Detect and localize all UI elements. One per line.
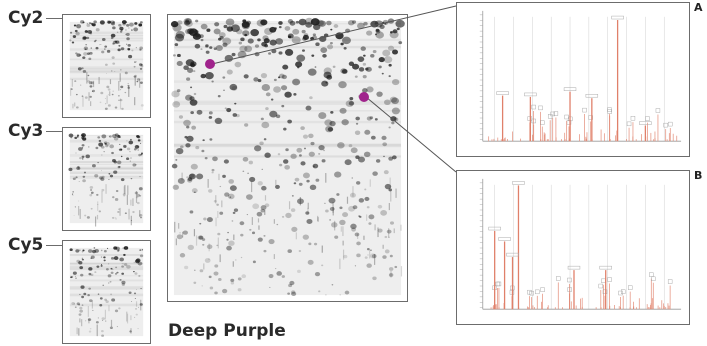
gel-thumbnail-image-cy2 [69, 20, 144, 111]
gel-thumbnail-cy3 [62, 127, 151, 231]
main-gel-image [170, 17, 405, 297]
spectrum-peaks-b [479, 178, 682, 310]
leader-line-cy2 [46, 18, 63, 19]
spectrum-panel-b [456, 170, 690, 325]
channel-label-cy2: Cy2 [8, 8, 44, 28]
spectrum-peaks-a [479, 10, 682, 142]
gel-thumbnail-image-cy5 [69, 246, 144, 337]
leader-line-cy5 [46, 245, 63, 246]
gel-spots-main [170, 17, 405, 297]
spectrum-label-a: A [694, 1, 703, 14]
gel-spots-cy5 [69, 246, 144, 337]
gel-thumbnail-cy5 [62, 240, 151, 344]
spectrum-panel-a [456, 2, 690, 157]
channel-label-cy3: Cy3 [8, 121, 44, 141]
gel-spots-cy2 [69, 20, 144, 111]
gel-thumbnail-cy2 [62, 14, 151, 118]
mass-spectrum-b [479, 178, 682, 310]
channel-label-cy5: Cy5 [8, 235, 44, 255]
leader-line-cy3 [46, 131, 63, 132]
gel-thumbnail-image-cy3 [68, 133, 144, 227]
mass-spectrum-a [479, 10, 682, 142]
main-gel-label: Deep Purple [168, 321, 286, 341]
main-gel-frame [167, 14, 408, 302]
spectrum-label-b: B [694, 169, 703, 182]
gel-spots-cy3 [68, 133, 144, 227]
